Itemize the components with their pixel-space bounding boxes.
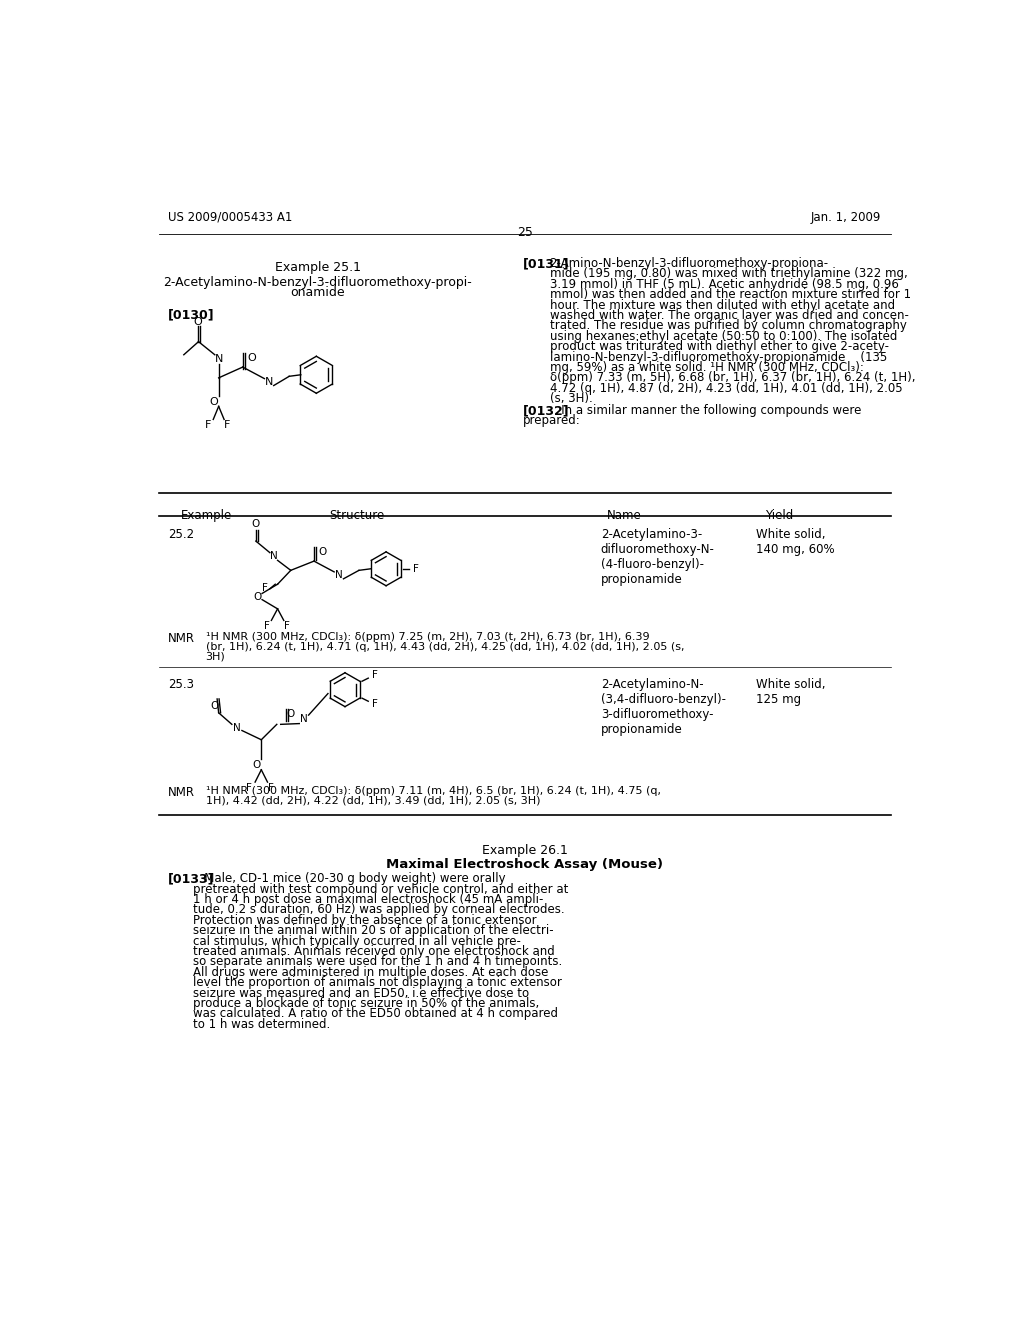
Text: cal stimulus, which typically occurred in all vehicle pre-: cal stimulus, which typically occurred i… <box>194 935 521 948</box>
Text: trated. The residue was purified by column chromatography: trated. The residue was purified by colu… <box>550 319 906 333</box>
Text: Example 25.1: Example 25.1 <box>274 261 360 273</box>
Text: NMR: NMR <box>168 785 196 799</box>
Text: Male, CD-1 mice (20-30 g body weight) were orally: Male, CD-1 mice (20-30 g body weight) we… <box>194 873 506 886</box>
Text: to 1 h was determined.: to 1 h was determined. <box>194 1018 331 1031</box>
Text: treated animals. Animals received only one electroshock and: treated animals. Animals received only o… <box>194 945 555 958</box>
Text: In a similar manner the following compounds were: In a similar manner the following compou… <box>550 404 861 417</box>
Text: O: O <box>248 352 256 363</box>
Text: [0130]: [0130] <box>168 309 215 322</box>
Text: NMR: NMR <box>168 632 196 645</box>
Text: Protection was defined by the absence of a tonic extensor: Protection was defined by the absence of… <box>194 913 537 927</box>
Text: product was triturated with diethyl ether to give 2-acety-: product was triturated with diethyl ethe… <box>550 341 889 354</box>
Text: O: O <box>194 317 202 327</box>
Text: O: O <box>318 546 327 557</box>
Text: N: N <box>300 714 308 723</box>
Text: lamino-N-benzyl-3-difluoromethoxy-propionamide    (135: lamino-N-benzyl-3-difluoromethoxy-propio… <box>550 351 887 363</box>
Text: 25.3: 25.3 <box>168 678 195 692</box>
Text: N: N <box>270 550 278 561</box>
Text: Example: Example <box>180 508 232 521</box>
Text: O: O <box>287 709 295 718</box>
Text: (br, 1H), 6.24 (t, 1H), 4.71 (q, 1H), 4.43 (dd, 2H), 4.25 (dd, 1H), 4.02 (dd, 1H: (br, 1H), 6.24 (t, 1H), 4.71 (q, 1H), 4.… <box>206 642 684 652</box>
Text: F: F <box>205 420 211 430</box>
Text: N: N <box>214 354 223 363</box>
Text: mide (195 mg, 0.80) was mixed with triethylamine (322 mg,: mide (195 mg, 0.80) was mixed with triet… <box>550 268 907 280</box>
Text: All drugs were administered in multiple doses. At each dose: All drugs were administered in multiple … <box>194 966 549 978</box>
Text: using hexanes:ethyl acetate (50:50 to 0:100). The isolated: using hexanes:ethyl acetate (50:50 to 0:… <box>550 330 897 343</box>
Text: White solid,
140 mg, 60%: White solid, 140 mg, 60% <box>756 528 835 556</box>
Text: F: F <box>264 620 269 631</box>
Text: F: F <box>372 700 378 709</box>
Text: ¹H NMR (300 MHz, CDCl₃): δ(ppm) 7.11 (m, 4H), 6.5 (br, 1H), 6.24 (t, 1H), 4.75 (: ¹H NMR (300 MHz, CDCl₃): δ(ppm) 7.11 (m,… <box>206 785 660 796</box>
Text: 2-Acetylamino-N-
(3,4-difluoro-benzyl)-
3-difluoromethoxy-
propionamide: 2-Acetylamino-N- (3,4-difluoro-benzyl)- … <box>601 678 726 737</box>
Text: mmol) was then added and the reaction mixture stirred for 1: mmol) was then added and the reaction mi… <box>550 288 910 301</box>
Text: Name: Name <box>606 508 641 521</box>
Text: F: F <box>268 783 274 793</box>
Text: washed with water. The organic layer was dried and concen-: washed with water. The organic layer was… <box>550 309 908 322</box>
Text: 2-Amino-N-benzyl-3-difluoromethoxy-propiona-: 2-Amino-N-benzyl-3-difluoromethoxy-propi… <box>550 257 828 271</box>
Text: 3H): 3H) <box>206 652 225 661</box>
Text: 4.72 (q, 1H), 4.87 (d, 2H), 4.23 (dd, 1H), 4.01 (dd, 1H), 2.05: 4.72 (q, 1H), 4.87 (d, 2H), 4.23 (dd, 1H… <box>550 381 902 395</box>
Text: 2-Acetylamino-N-benzyl-3-difluoromethoxy-propi-: 2-Acetylamino-N-benzyl-3-difluoromethoxy… <box>164 276 472 289</box>
Text: ¹H NMR (300 MHz, CDCl₃): δ(ppm) 7.25 (m, 2H), 7.03 (t, 2H), 6.73 (br, 1H), 6.39: ¹H NMR (300 MHz, CDCl₃): δ(ppm) 7.25 (m,… <box>206 632 649 642</box>
Text: N: N <box>335 570 343 579</box>
Text: 25.2: 25.2 <box>168 528 195 541</box>
Text: O: O <box>210 397 218 407</box>
Text: Jan. 1, 2009: Jan. 1, 2009 <box>811 211 882 224</box>
Text: δ(ppm) 7.33 (m, 5H), 6.68 (br, 1H), 6.37 (br, 1H), 6.24 (t, 1H),: δ(ppm) 7.33 (m, 5H), 6.68 (br, 1H), 6.37… <box>550 371 915 384</box>
Text: Yield: Yield <box>765 508 794 521</box>
Text: mg, 59%) as a white solid. ¹H NMR (300 MHz, CDCl₃):: mg, 59%) as a white solid. ¹H NMR (300 M… <box>550 360 863 374</box>
Text: 2-Acetylamino-3-
difluoromethoxy-N-
(4-fluoro-benzyl)-
propionamide: 2-Acetylamino-3- difluoromethoxy-N- (4-f… <box>601 528 715 586</box>
Text: produce a blockade of tonic seizure in 50% of the animals,: produce a blockade of tonic seizure in 5… <box>194 997 540 1010</box>
Text: O: O <box>253 591 261 602</box>
Text: was calculated. A ratio of the ED50 obtained at 4 h compared: was calculated. A ratio of the ED50 obta… <box>194 1007 558 1020</box>
Text: White solid,
125 mg: White solid, 125 mg <box>756 678 825 706</box>
Text: prepared:: prepared: <box>523 414 581 428</box>
Text: O: O <box>253 760 261 770</box>
Text: F: F <box>372 671 378 680</box>
Text: [0132]: [0132] <box>523 404 570 417</box>
Text: F: F <box>284 620 290 631</box>
Text: so separate animals were used for the 1 h and 4 h timepoints.: so separate animals were used for the 1 … <box>194 956 562 969</box>
Text: O: O <box>211 701 219 711</box>
Text: N: N <box>265 376 273 387</box>
Text: pretreated with test compound or vehicle control, and either at: pretreated with test compound or vehicle… <box>194 883 568 895</box>
Text: 3.19 mmol) in THF (5 mL). Acetic anhydride (98.5 mg, 0.96: 3.19 mmol) in THF (5 mL). Acetic anhydri… <box>550 277 898 290</box>
Text: F: F <box>246 783 252 793</box>
Text: level the proportion of animals not displaying a tonic extensor: level the proportion of animals not disp… <box>194 977 562 989</box>
Text: O: O <box>252 519 260 529</box>
Text: Structure: Structure <box>329 508 384 521</box>
Text: (s, 3H).: (s, 3H). <box>550 392 592 405</box>
Text: seizure was measured and an ED50, i.e effective dose to: seizure was measured and an ED50, i.e ef… <box>194 986 529 999</box>
Text: Maximal Electroshock Assay (Mouse): Maximal Electroshock Assay (Mouse) <box>386 858 664 871</box>
Text: US 2009/0005433 A1: US 2009/0005433 A1 <box>168 211 293 224</box>
Text: onamide: onamide <box>291 286 345 300</box>
Text: seizure in the animal within 20 s of application of the electri-: seizure in the animal within 20 s of app… <box>194 924 554 937</box>
Text: tude, 0.2 s duration, 60 Hz) was applied by corneal electrodes.: tude, 0.2 s duration, 60 Hz) was applied… <box>194 903 564 916</box>
Text: F: F <box>224 420 230 430</box>
Text: F: F <box>262 583 268 593</box>
Text: Example 26.1: Example 26.1 <box>482 845 567 858</box>
Text: [0131]: [0131] <box>523 257 570 271</box>
Text: 1 h or 4 h post dose a maximal electroshock (45 mA ampli-: 1 h or 4 h post dose a maximal electrosh… <box>194 892 544 906</box>
Text: hour. The mixture was then diluted with ethyl acetate and: hour. The mixture was then diluted with … <box>550 298 895 312</box>
Text: N: N <box>232 723 241 733</box>
Text: 25: 25 <box>517 226 532 239</box>
Text: 1H), 4.42 (dd, 2H), 4.22 (dd, 1H), 3.49 (dd, 1H), 2.05 (s, 3H): 1H), 4.42 (dd, 2H), 4.22 (dd, 1H), 3.49 … <box>206 796 540 807</box>
Text: F: F <box>413 564 419 574</box>
Text: [0133]: [0133] <box>168 873 215 886</box>
